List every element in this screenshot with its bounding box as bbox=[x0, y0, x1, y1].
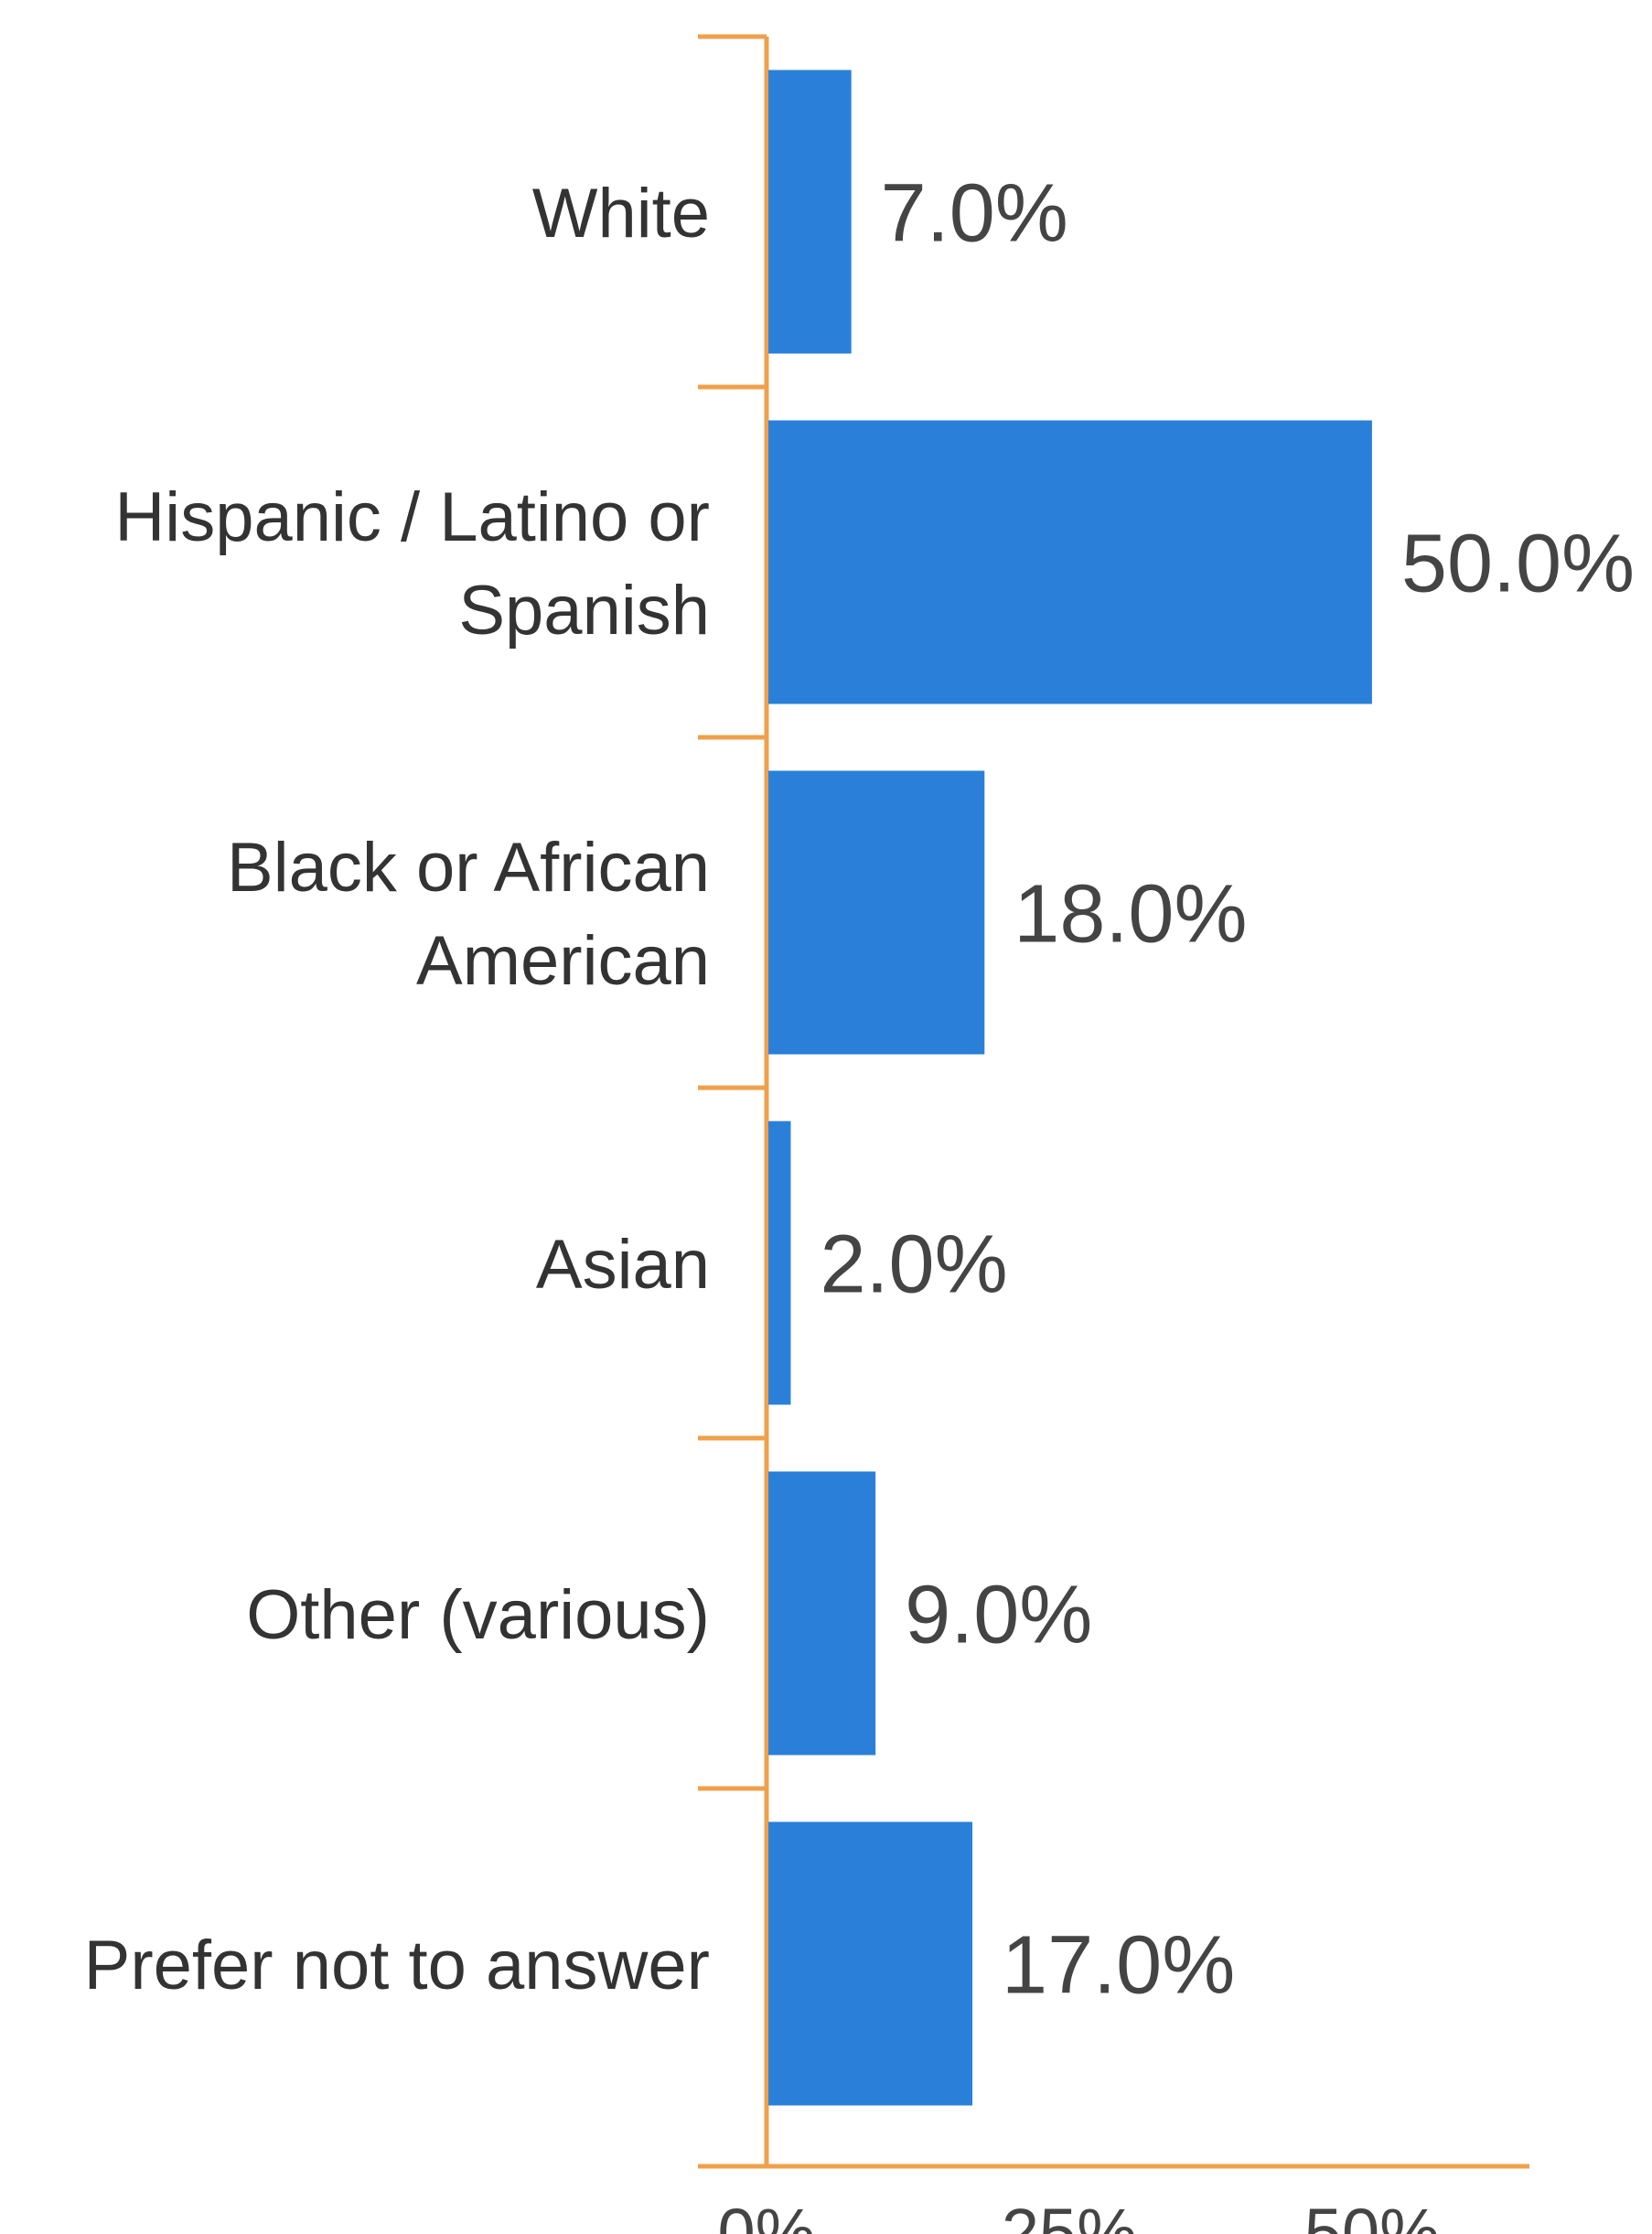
category-label: Hispanic / Latino or Spanish bbox=[114, 478, 710, 650]
category-label-line: Other (various) bbox=[246, 1576, 710, 1654]
bar bbox=[768, 70, 852, 354]
category-label-line: Black or African bbox=[227, 829, 710, 907]
bar-layer bbox=[768, 70, 1372, 2106]
category-label: White bbox=[532, 175, 710, 252]
bar bbox=[768, 1821, 973, 2106]
category-label-line: Prefer not to answer bbox=[84, 1927, 710, 2004]
value-label: 50.0% bbox=[1401, 519, 1635, 610]
x-tick-label: 0% bbox=[718, 2195, 816, 2234]
bar bbox=[768, 420, 1372, 704]
value-label: 2.0% bbox=[820, 1219, 1007, 1311]
x-tick-label: 25% bbox=[1002, 2195, 1137, 2234]
category-label: Other (various) bbox=[246, 1576, 710, 1654]
label-layer: 0% 25% 50% White 7.0% Hispanic / Latino or Spa… bbox=[84, 168, 1635, 2234]
value-label: 18.0% bbox=[1014, 869, 1247, 961]
category-label: Asian bbox=[536, 1226, 710, 1304]
x-tick-label: 50% bbox=[1304, 2195, 1440, 2234]
value-label: 17.0% bbox=[1002, 1920, 1235, 2012]
category-label-line: American bbox=[416, 922, 710, 1000]
category-label-line: Spanish bbox=[458, 572, 710, 650]
category-label-line: Asian bbox=[536, 1226, 710, 1304]
value-label: 9.0% bbox=[905, 1570, 1092, 1661]
value-label: 7.0% bbox=[881, 168, 1068, 260]
bar bbox=[768, 770, 985, 1055]
category-label-line: White bbox=[532, 175, 710, 252]
axis-layer bbox=[698, 34, 1529, 2169]
category-label: Prefer not to answer bbox=[84, 1927, 710, 2004]
bar bbox=[768, 1121, 791, 1405]
bar bbox=[768, 1471, 876, 1756]
category-label-line: Hispanic / Latino or bbox=[114, 478, 710, 556]
category-label: Black or African American bbox=[227, 829, 710, 1000]
